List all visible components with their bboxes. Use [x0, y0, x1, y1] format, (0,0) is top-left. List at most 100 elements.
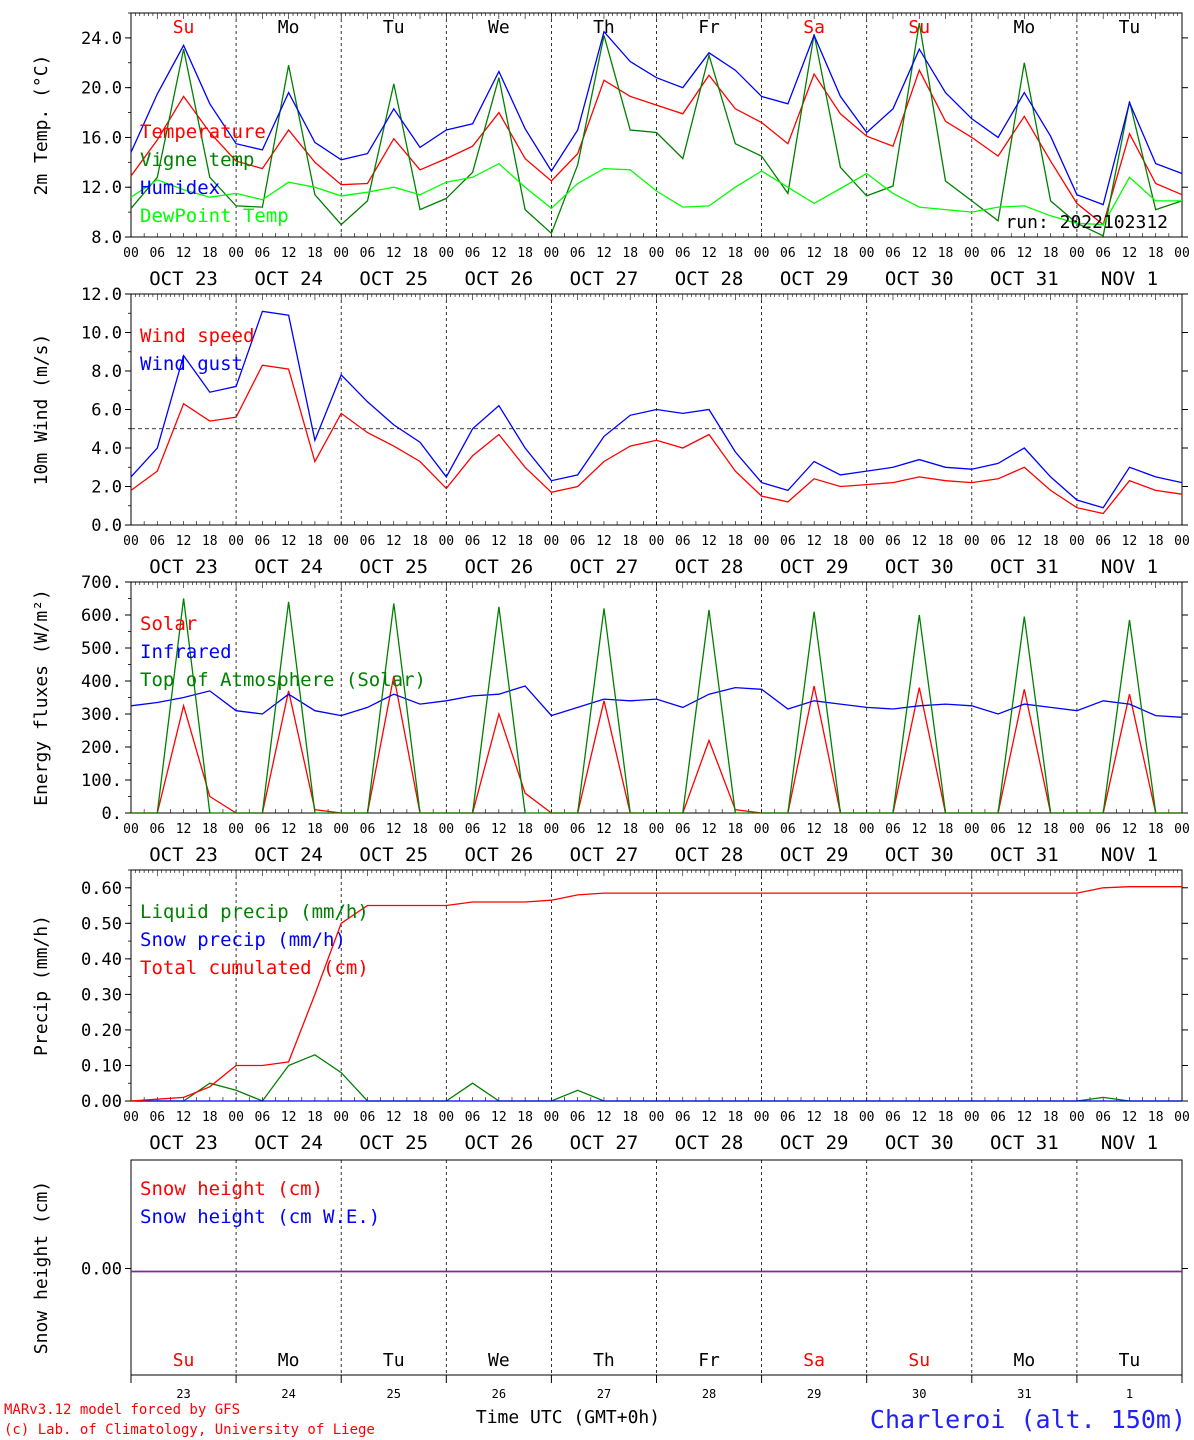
hour-tick-label: 06	[149, 246, 165, 261]
y-tick-label: 100.	[81, 771, 122, 791]
date-label: OCT 26	[465, 268, 534, 290]
hour-tick-label: 12	[491, 822, 507, 837]
hour-tick-label: 06	[885, 534, 901, 549]
y-axis-label: Energy fluxes (W/m²)	[31, 589, 52, 806]
y-tick-label: 400.	[81, 672, 122, 692]
hour-tick-label: 00	[1174, 822, 1190, 837]
date-label: OCT 30	[885, 268, 954, 290]
day-number: 23	[176, 1387, 190, 1401]
hour-tick-label: 18	[307, 534, 323, 549]
y-tick-label: 12.0	[81, 285, 122, 305]
run-label: run: 2022102312	[1005, 212, 1168, 233]
hour-tick-label: 00	[1174, 534, 1190, 549]
hour-tick-label: 18	[727, 246, 743, 261]
date-label: OCT 29	[780, 556, 849, 578]
hour-tick-label: 12	[281, 534, 297, 549]
credit-label: (c) Lab. of Climatology, University of L…	[4, 1422, 375, 1438]
date-label: OCT 30	[885, 1132, 954, 1154]
y-tick-label: 4.0	[91, 439, 122, 459]
series-line-4-3	[130, 886, 1182, 1102]
hour-tick-label: 12	[1017, 534, 1033, 549]
hour-tick-label: 00	[649, 534, 665, 549]
date-label: OCT 28	[675, 268, 744, 290]
hour-tick-label: 12	[1017, 1110, 1033, 1125]
date-label: OCT 31	[990, 844, 1059, 866]
panel-3: 0. 100. 200. 300. 400. 500. 600. 700. Energy flu…	[31, 573, 1190, 866]
hour-tick-label: 18	[727, 822, 743, 837]
y-tick-label: 0.	[102, 804, 122, 824]
hour-tick-label: 12	[701, 1110, 717, 1125]
hour-tick-label: 00	[1069, 822, 1085, 837]
date-label: OCT 25	[359, 844, 428, 866]
hour-tick-label: 18	[412, 246, 428, 261]
y-tick-label: 10.0	[81, 324, 122, 344]
hour-tick-label: 06	[885, 822, 901, 837]
hour-tick-label: 00	[123, 1110, 139, 1125]
hour-tick-label: 12	[911, 1110, 927, 1125]
hour-tick-label: 18	[412, 822, 428, 837]
hour-tick-label: 00	[123, 822, 139, 837]
hour-tick-label: 06	[990, 822, 1006, 837]
panel-5: 0.00 Snow height (cm) Snow height (cm) Snow…	[31, 1159, 1188, 1401]
hour-tick-label: 06	[675, 1110, 691, 1125]
date-label: OCT 28	[675, 1132, 744, 1154]
legend-entry: Temperature	[140, 121, 266, 143]
legend-entry: Wind gust	[140, 353, 243, 375]
hour-tick-label: 00	[333, 822, 349, 837]
hour-tick-label: 12	[596, 246, 612, 261]
hour-tick-label: 18	[727, 534, 743, 549]
hour-tick-label: 00	[333, 1110, 349, 1125]
legend-entry: Snow height (cm)	[140, 1178, 323, 1200]
hour-tick-label: 12	[806, 246, 822, 261]
day-name: Mo	[278, 1350, 300, 1371]
day-number: 27	[597, 1387, 611, 1401]
hour-tick-label: 00	[859, 534, 875, 549]
hour-tick-label: 18	[938, 1110, 954, 1125]
hour-tick-label: 12	[701, 822, 717, 837]
hour-tick-label: 06	[149, 822, 165, 837]
day-name: Su	[173, 1350, 195, 1371]
hour-tick-label: 12	[596, 1110, 612, 1125]
hour-tick-label: 12	[1122, 822, 1138, 837]
hour-tick-label: 06	[1095, 1110, 1111, 1125]
hour-tick-label: 06	[990, 246, 1006, 261]
day-number: 25	[387, 1387, 401, 1401]
hour-tick-label: 06	[780, 534, 796, 549]
day-name: Th	[593, 1350, 615, 1371]
y-axis-label: 2m Temp. (°C)	[31, 55, 52, 196]
hour-tick-label: 06	[255, 1110, 271, 1125]
hour-tick-label: 18	[1148, 822, 1164, 837]
hour-tick-label: 18	[938, 246, 954, 261]
hour-tick-label: 18	[517, 822, 533, 837]
hour-tick-label: 12	[386, 246, 402, 261]
hour-tick-label: 12	[1122, 1110, 1138, 1125]
hour-tick-label: 06	[780, 822, 796, 837]
series-line-1-3	[130, 30, 1183, 206]
hour-tick-label: 00	[1069, 246, 1085, 261]
date-label: OCT 31	[990, 268, 1059, 290]
hour-tick-label: 12	[596, 534, 612, 549]
y-tick-label: 6.0	[91, 401, 122, 421]
series-line-3-3	[131, 598, 1182, 814]
hour-tick-label: 18	[622, 822, 638, 837]
legend-entry: Total cumulated (cm)	[140, 957, 369, 979]
day-name: We	[488, 17, 510, 38]
hour-tick-label: 12	[806, 822, 822, 837]
time-axis-label: Time UTC (GMT+0h)	[476, 1407, 660, 1428]
hour-tick-label: 06	[465, 822, 481, 837]
y-tick-label: 500.	[81, 639, 122, 659]
panel-1: 8.0 12.0 16.0 20.0 24.0 2m Temp. (°C) Temperat…	[31, 12, 1190, 290]
hour-tick-label: 18	[412, 534, 428, 549]
date-label: OCT 24	[254, 556, 323, 578]
hour-tick-label: 00	[859, 822, 875, 837]
day-number: 1	[1126, 1387, 1133, 1401]
hour-tick-label: 12	[1017, 822, 1033, 837]
date-label: OCT 31	[990, 556, 1059, 578]
date-label: OCT 24	[254, 1132, 323, 1154]
series-line-2-2	[130, 310, 1183, 509]
hour-tick-label: 00	[1174, 246, 1190, 261]
day-name: Tu	[1119, 1350, 1141, 1371]
date-label: OCT 26	[465, 844, 534, 866]
day-name: Tu	[1119, 17, 1141, 38]
date-label: OCT 27	[570, 1132, 639, 1154]
